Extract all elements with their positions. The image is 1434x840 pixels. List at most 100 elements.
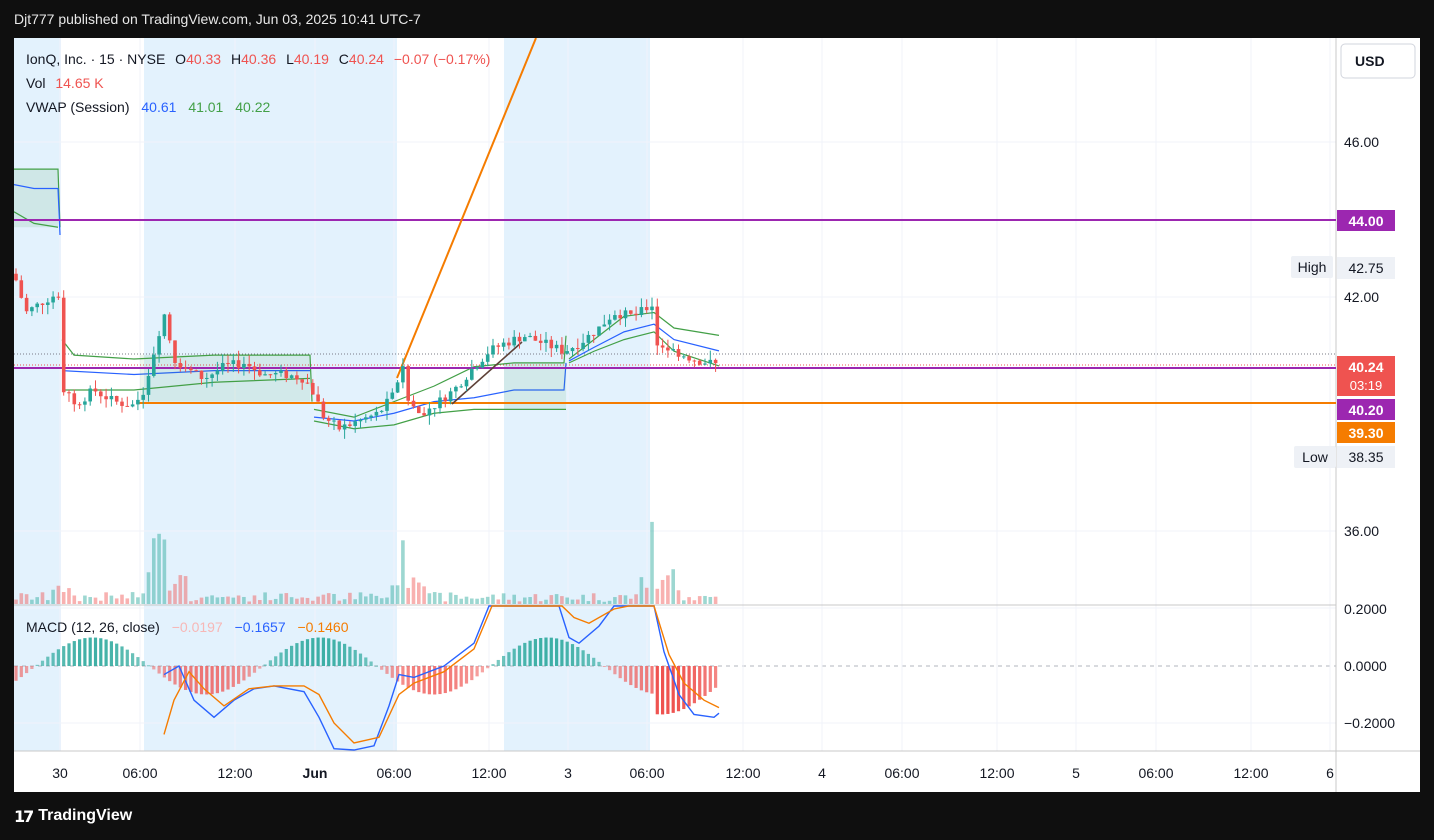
volume-bar-85: [464, 596, 469, 604]
volume-bar-132: [713, 596, 718, 604]
time-tick-9: 4: [818, 765, 826, 781]
volume-bar-27: [157, 533, 161, 604]
candle-body-27: [157, 336, 161, 355]
level-44-text: 44.00: [1348, 213, 1383, 229]
legend-macd-value-2: −0.1460: [298, 619, 349, 635]
volume-bar-71: [390, 585, 395, 604]
macd-hist-28: [162, 666, 166, 678]
svg-text:VWAP (Session) 40.61: VWAP (Session) 40.61 41.01 40.22: [26, 99, 270, 115]
macd-hist-113: [613, 666, 617, 675]
macd-hist-82: [449, 666, 453, 692]
macd-hist-36: [205, 666, 209, 695]
candle-body-99: [538, 340, 543, 343]
macd-hist-19: [115, 643, 119, 666]
volume-bar-86: [470, 598, 474, 604]
macd-hist-110: [597, 661, 601, 666]
publish-info: Djt777 published on TradingView.com, Jun…: [14, 11, 421, 27]
brown-trendline: [451, 341, 523, 405]
time-tick-8: 12:00: [725, 765, 760, 781]
volume-bar-2: [24, 594, 29, 604]
volume-bar-49: [273, 598, 278, 604]
tradingview-logo[interactable]: 17 TradingView: [14, 806, 132, 826]
chart-svg[interactable]: 46.00 42.00 36.00 0.2000 0.0000 −0.2000 30 06:…: [13, 37, 1420, 792]
candle-body-48: [268, 374, 273, 376]
candle-body-72: [395, 382, 400, 393]
macd-hist-123: [666, 666, 670, 714]
vwap-legend[interactable]: VWAP (Session) 40.61 41.01 40.22: [26, 99, 270, 115]
volume-bar-77: [422, 586, 426, 604]
candle-body-42: [236, 360, 241, 369]
candle-body-120: [650, 306, 654, 311]
volume-bar-90: [491, 594, 495, 604]
macd-hist-93: [507, 652, 511, 666]
volume-bar-73: [401, 540, 405, 604]
volume-bar-20: [120, 594, 124, 604]
legend-vwap-label: VWAP (Session): [26, 99, 129, 115]
candle-body-38: [215, 370, 220, 375]
candle-body-34: [194, 370, 198, 372]
volume-bar-95: [517, 601, 522, 604]
legend-vwap-value-0: 40.61: [141, 99, 176, 115]
macd-hist-68: [374, 665, 378, 667]
candle-body-53: [295, 375, 299, 380]
macd-hist-125: [676, 666, 681, 712]
time-tick-4: 06:00: [376, 765, 411, 781]
volume-bar-32: [183, 576, 188, 604]
volume-bar-44: [247, 601, 251, 604]
volume-bar-130: [703, 595, 707, 604]
volume-bar-16: [99, 600, 103, 604]
candle-body-45: [252, 366, 257, 371]
volume-bar-30: [173, 583, 177, 604]
macd-hist-56: [311, 638, 315, 666]
macd-hist-128: [692, 666, 696, 704]
volume-bar-99: [538, 601, 543, 604]
volume-bar-118: [639, 577, 644, 604]
volume-bar-28: [162, 539, 167, 604]
macd-hist-2: [25, 666, 29, 674]
volume-bar-92: [501, 593, 506, 604]
currency-button[interactable]: USD: [1340, 43, 1416, 79]
volume-bar-126: [682, 600, 686, 604]
legend-open-label: O: [175, 51, 186, 67]
macd-pane: [14, 605, 720, 751]
macd-hist-13: [83, 638, 87, 666]
vwap-mid-3: [568, 323, 720, 362]
grid-lines: [14, 38, 1336, 751]
volume-bar-14: [88, 597, 92, 604]
macd-hist-130: [703, 666, 707, 696]
macd-hist-96: [523, 642, 527, 666]
candle-body-10: [67, 392, 71, 394]
macd-hist-104: [565, 641, 569, 666]
symbol-legend[interactable]: IonQ, Inc. · 15 · NYSE O40.33 H40.36 L40…: [26, 51, 490, 67]
macd-hist-111: [602, 666, 606, 667]
macd-legend[interactable]: MACD (12, 26, close) −0.0197 −0.1657 −0.…: [26, 619, 349, 635]
macd-hist-12: [78, 639, 82, 666]
macd-hist-47: [263, 664, 267, 666]
macd-hist-75: [411, 666, 416, 691]
candle-body-49: [273, 372, 278, 375]
price-tick-2: 36.00: [1344, 523, 1379, 539]
candle-body-63: [348, 424, 352, 426]
volume-bar-103: [560, 596, 564, 604]
horizontal-levels[interactable]: [14, 219, 1336, 404]
volume-bar-31: [178, 575, 183, 604]
time-tick-15: 6: [1326, 765, 1334, 781]
low-value: 38.35: [1337, 446, 1395, 468]
volume-bar-33: [189, 601, 193, 604]
trendlines[interactable]: [396, 37, 537, 405]
candle-body-104: [565, 351, 569, 354]
candle-body-77: [422, 413, 426, 416]
volume-bar-106: [576, 599, 580, 604]
volume-bar-8: [56, 585, 61, 604]
macd-hist-57: [316, 637, 320, 666]
candle-body-65: [358, 419, 363, 422]
volume-bar-124: [671, 569, 675, 604]
candle-body-86: [470, 369, 474, 380]
candle-body-16: [99, 391, 103, 397]
volume-legend[interactable]: Vol 14.65 K: [26, 75, 104, 91]
time-axis-ticks: 30 06:00 12:00 Jun 06:00 12:00 3 06:00 12:00 4 06:…: [52, 765, 1334, 781]
candle-body-7: [51, 296, 55, 303]
volume-bar-57: [316, 596, 320, 604]
volume-bar-41: [231, 597, 236, 604]
volume-bar-97: [528, 597, 532, 604]
